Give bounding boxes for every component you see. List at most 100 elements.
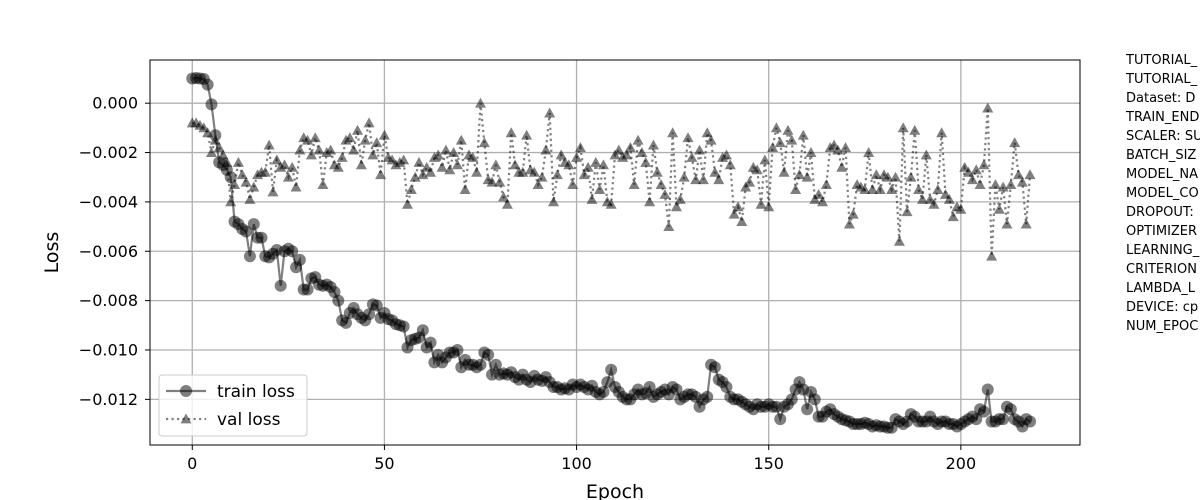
x-tick-label: 200 (946, 454, 977, 473)
train-loss-point (301, 283, 314, 296)
val-loss-point (763, 201, 775, 212)
x-tick-label: 150 (753, 454, 784, 473)
val-loss-point (986, 250, 998, 261)
val-loss-point (248, 181, 260, 192)
val-loss-point (563, 159, 575, 170)
val-loss-point (551, 169, 563, 180)
val-loss-point (486, 176, 498, 187)
val-loss-point (682, 132, 694, 143)
val-loss-point (770, 122, 782, 133)
sidebar-line: TRAIN_END (1125, 110, 1199, 125)
train-loss-point (255, 231, 268, 244)
val-loss-point (1024, 169, 1036, 180)
val-loss-point (555, 149, 567, 160)
val-loss-point (309, 132, 321, 143)
train-loss-point (801, 403, 814, 416)
val-loss-point (974, 179, 986, 190)
val-loss-point (947, 211, 959, 222)
val-loss-point (909, 124, 921, 135)
val-loss-point (897, 122, 909, 133)
val-loss-point (640, 156, 652, 167)
val-loss-point (213, 142, 225, 153)
train-loss-point (451, 343, 464, 356)
val-loss-point (225, 196, 237, 207)
train-loss-point (474, 358, 487, 371)
val-loss-point (1013, 169, 1025, 180)
val-loss-point (847, 208, 859, 219)
val-loss-point (978, 159, 990, 170)
val-loss-point (271, 154, 283, 165)
val-loss-point (744, 176, 756, 187)
val-loss-point (478, 137, 490, 148)
y-tick-label: −0.008 (79, 291, 138, 310)
train-loss-point (701, 390, 714, 403)
train-loss-point (605, 363, 618, 376)
val-loss-point (882, 171, 894, 182)
val-loss-point (993, 203, 1005, 214)
val-loss-point (505, 127, 517, 138)
val-loss-point (217, 149, 229, 160)
val-loss-point (840, 142, 852, 153)
val-loss-point (916, 193, 928, 204)
val-loss-point (801, 171, 813, 182)
val-loss-point (290, 181, 302, 192)
val-loss-point (651, 166, 663, 177)
val-loss-point (332, 161, 344, 172)
val-loss-point (901, 206, 913, 217)
val-loss-point (632, 134, 644, 145)
val-loss-point (574, 142, 586, 153)
val-loss-point (836, 161, 848, 172)
val-loss-point (490, 159, 502, 170)
val-loss-point (759, 154, 771, 165)
val-loss-point (571, 151, 583, 162)
val-loss-point (782, 124, 794, 135)
sidebar-line: MODEL_CO (1126, 186, 1199, 201)
val-loss-point (686, 151, 698, 162)
train-loss-point (970, 413, 983, 426)
val-loss-point (532, 179, 544, 190)
val-loss-point (605, 198, 617, 209)
val-loss-point (724, 159, 736, 170)
val-loss-point (736, 216, 748, 227)
val-loss-point (432, 149, 444, 160)
val-loss-point (348, 144, 360, 155)
val-loss-point (586, 193, 598, 204)
val-loss-point (709, 166, 721, 177)
legend-val-label: val loss (217, 410, 281, 430)
val-loss-point (690, 174, 702, 185)
legend: train loss val loss (158, 374, 308, 437)
train-loss-point (808, 393, 821, 406)
val-loss-point (494, 176, 506, 187)
val-loss-point (694, 144, 706, 155)
val-loss-point (928, 198, 940, 209)
val-loss-point (528, 166, 540, 177)
val-loss-point (859, 184, 871, 194)
val-loss-point (536, 171, 548, 182)
val-loss-point (870, 169, 882, 180)
train-loss-point (977, 405, 990, 418)
train-loss-point (597, 385, 610, 398)
train-loss-series (186, 72, 1037, 434)
val-loss-point (767, 142, 779, 153)
val-loss-point (367, 149, 379, 160)
val-loss-point (674, 193, 686, 204)
val-loss-point (805, 147, 817, 157)
train-loss-point (247, 218, 260, 231)
train-loss-point (286, 245, 299, 258)
val-loss-point (705, 134, 717, 145)
val-loss-point (701, 127, 713, 138)
val-loss-point (913, 184, 925, 194)
sidebar-line: SCALER: SU (1126, 129, 1200, 144)
val-loss-point (863, 147, 875, 157)
legend-val-marker (180, 413, 192, 424)
val-loss-point (375, 169, 387, 180)
y-tick-label: −0.010 (79, 340, 138, 359)
val-loss-point (313, 144, 325, 155)
x-tick-label: 0 (187, 454, 197, 473)
val-loss-point (728, 208, 740, 219)
val-loss-point (720, 149, 732, 160)
train-loss-point (482, 348, 495, 361)
y-tick-label: −0.004 (79, 192, 138, 211)
val-loss-point (436, 161, 448, 172)
train-loss-point (293, 253, 306, 266)
